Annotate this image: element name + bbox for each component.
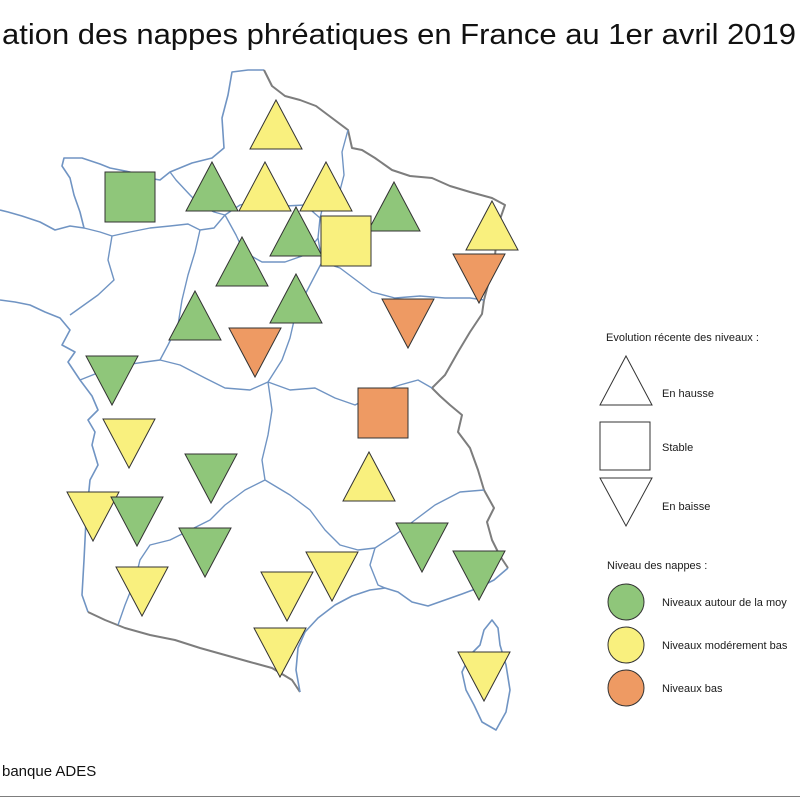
marker-square-icon (357, 387, 409, 439)
region-border (261, 381, 273, 481)
marker-up-triangle-icon (249, 98, 303, 150)
marker-up-triangle-icon (185, 160, 239, 212)
atlantic-coastline (0, 299, 99, 613)
marker-down-triangle-icon (260, 571, 314, 623)
legend-trend-title: Evolution récente des niveaux : (606, 332, 759, 344)
region-border (69, 235, 115, 316)
marker-down-triangle-icon (381, 298, 435, 350)
marker-down-triangle-icon (85, 355, 139, 407)
region-border (159, 229, 201, 361)
green-circle-icon (607, 583, 645, 621)
marker-up-triangle-icon (299, 160, 353, 212)
marker-down-triangle-icon (178, 527, 232, 579)
map-title: ation des nappes phréatiques en France a… (2, 19, 796, 51)
marker-down-triangle-icon (228, 327, 282, 379)
groundwater-markers (66, 98, 519, 703)
marker-up-triangle-icon (269, 272, 323, 324)
marker-up-triangle-icon (465, 199, 519, 251)
legend: Evolution récente des niveaux : En hauss… (599, 332, 788, 707)
marker-down-triangle-icon (110, 496, 164, 548)
marker-down-triangle-icon (102, 418, 156, 470)
region-border (159, 359, 269, 391)
france-map (0, 69, 519, 731)
legend-trend-down-label: En baisse (662, 501, 710, 513)
source-credit: banque ADES (2, 763, 96, 780)
region-border (267, 379, 433, 406)
marker-down-triangle-icon (253, 627, 307, 679)
region-border (369, 547, 386, 589)
legend-level-low-label: Niveaux bas (662, 683, 723, 695)
marker-down-triangle-icon (184, 453, 238, 505)
marker-down-triangle-icon (115, 566, 169, 618)
marker-square-icon (320, 215, 372, 267)
yellow-circle-icon (607, 626, 645, 664)
marker-down-triangle-icon (395, 522, 449, 574)
marker-up-triangle-icon (168, 289, 222, 341)
region-border (321, 261, 485, 301)
channel-coastline (0, 69, 264, 231)
up-triangle-icon (599, 354, 653, 406)
legend-level-average-label: Niveaux autour de la moy (662, 597, 787, 609)
region-border (374, 489, 485, 549)
marker-square-icon (104, 171, 156, 223)
marker-up-triangle-icon (215, 235, 269, 287)
legend-level-moderate-label: Niveaux modérement bas (662, 640, 788, 652)
legend-trend-up-label: En hausse (662, 388, 714, 400)
marker-down-triangle-icon (457, 651, 511, 703)
marker-down-triangle-icon (452, 253, 506, 305)
down-triangle-icon (599, 477, 653, 528)
marker-up-triangle-icon (367, 180, 421, 232)
legend-level-title: Niveau des nappes : (607, 560, 707, 572)
legend-trend-stable-label: Stable (662, 442, 693, 454)
marker-up-triangle-icon (342, 450, 396, 502)
orange-circle-icon (607, 669, 645, 707)
marker-down-triangle-icon (452, 550, 506, 602)
region-border (83, 214, 226, 237)
marker-up-triangle-icon (269, 205, 323, 257)
marker-down-triangle-icon (66, 491, 120, 543)
marker-down-triangle-icon (305, 551, 359, 603)
marker-up-triangle-icon (238, 160, 292, 212)
region-border (264, 479, 376, 551)
square-icon (599, 421, 651, 471)
